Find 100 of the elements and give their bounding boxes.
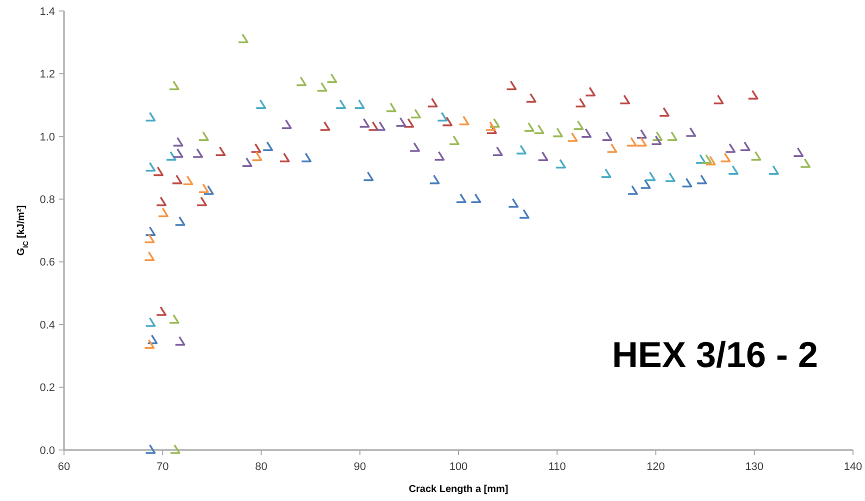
point <box>650 135 662 146</box>
point <box>705 156 716 166</box>
point <box>724 143 736 153</box>
point <box>666 131 678 141</box>
point <box>524 122 534 132</box>
point <box>696 174 707 184</box>
point <box>456 193 466 204</box>
point <box>250 143 262 153</box>
point <box>434 150 445 161</box>
point <box>196 196 207 206</box>
point <box>640 179 651 189</box>
point <box>747 90 758 100</box>
y-tick-label: 1.0 <box>40 131 55 144</box>
y-tick-label: 0.6 <box>40 256 55 269</box>
point <box>168 80 180 90</box>
point <box>172 136 184 147</box>
point <box>326 73 338 83</box>
point <box>552 127 563 138</box>
point <box>508 198 519 208</box>
y-tick-label: 0.0 <box>40 444 55 457</box>
point <box>486 124 497 134</box>
point <box>442 116 453 126</box>
point <box>144 233 155 244</box>
point <box>485 121 496 131</box>
point <box>172 148 184 158</box>
x-tick-label: 70 <box>156 461 169 473</box>
point <box>489 118 500 128</box>
point <box>296 76 307 86</box>
point <box>144 251 155 262</box>
point <box>251 151 262 162</box>
point <box>174 216 186 226</box>
point <box>537 151 548 162</box>
point <box>750 150 762 161</box>
point <box>374 121 386 131</box>
point <box>203 185 214 195</box>
x-tick-label: 110 <box>548 461 566 473</box>
point <box>168 314 180 324</box>
point <box>566 132 578 142</box>
point <box>712 94 724 104</box>
point <box>319 121 330 131</box>
point <box>506 80 517 90</box>
point <box>627 185 638 195</box>
point <box>182 175 194 186</box>
point <box>636 128 647 139</box>
point <box>492 146 503 156</box>
point <box>409 142 420 152</box>
point <box>144 444 156 454</box>
x-tick-label: 60 <box>58 461 70 473</box>
y-tick-label: 1.4 <box>40 6 55 18</box>
y-tick-label: 0.4 <box>40 319 55 332</box>
point <box>255 99 266 109</box>
x-axis-title: Crack Length a [mm] <box>408 484 508 495</box>
point <box>426 98 438 108</box>
x-tick-label: 90 <box>354 461 366 473</box>
point <box>602 131 612 141</box>
point <box>280 119 292 130</box>
y-tick-label: 0.8 <box>40 194 55 206</box>
y-tick-label: 0.2 <box>40 382 55 394</box>
point <box>156 306 167 316</box>
point <box>335 99 346 109</box>
point <box>166 150 176 161</box>
point <box>458 115 470 126</box>
point <box>152 166 164 176</box>
point <box>619 94 630 104</box>
point <box>518 208 530 219</box>
point <box>144 112 156 122</box>
point <box>144 162 156 172</box>
point <box>368 121 379 131</box>
point <box>279 152 290 162</box>
point <box>410 108 421 118</box>
point <box>238 33 248 44</box>
point <box>156 196 167 206</box>
point <box>198 131 209 141</box>
point <box>792 147 804 157</box>
point <box>584 86 596 96</box>
point <box>572 120 584 130</box>
point <box>574 98 586 108</box>
point <box>158 207 168 218</box>
point <box>533 124 544 134</box>
point <box>626 136 637 147</box>
point <box>606 143 618 153</box>
point <box>262 141 274 151</box>
point <box>316 82 328 92</box>
point <box>448 135 460 146</box>
point <box>701 154 712 164</box>
point <box>720 152 731 162</box>
point <box>695 154 706 164</box>
point <box>768 165 779 175</box>
y-tick-label: 1.2 <box>40 68 55 81</box>
point <box>144 226 156 236</box>
point <box>652 131 663 141</box>
point <box>174 336 186 346</box>
point <box>362 171 374 182</box>
point <box>800 158 811 168</box>
x-tick-label: 130 <box>745 461 764 473</box>
point <box>658 107 670 117</box>
point <box>144 339 155 349</box>
point <box>428 174 440 184</box>
point <box>664 172 676 182</box>
point <box>436 112 448 122</box>
